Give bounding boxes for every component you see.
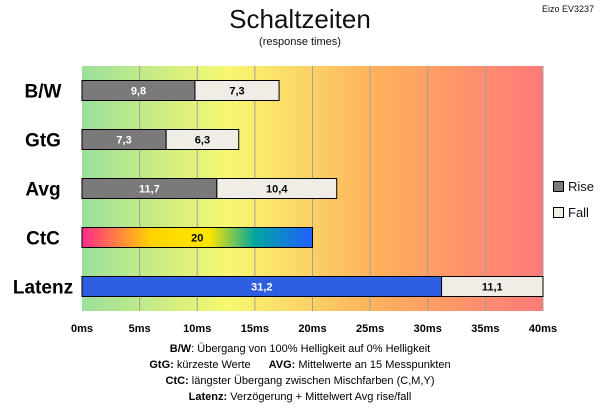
note-line-1: B/W: Übergang von 100% Helligkeit auf 0%… [0,341,600,357]
note-key-latenz: Latenz: [188,391,228,403]
category-label: Latenz [13,278,73,299]
note-key-gtg: GtG: [149,359,174,371]
note-text-bw: : Übergang von 100% Helligkeit auf 0% He… [191,343,431,355]
note-key-avg: AVG: [268,359,296,371]
legend-item-fall: Fall [553,205,589,220]
bars [81,80,544,297]
note-line-2: GtG: kürzeste Werte AVG: Mittelwerte an 1… [0,357,600,373]
bar-value-label: 20 [191,233,203,245]
bar-ctc [81,227,313,248]
note-text-latenz: Verzögerung + Mittelwert Avg rise/fall [227,391,412,403]
legend-swatch-rise [553,181,564,192]
x-tick-label: 15ms [241,323,269,335]
category-labels: B/W GtG Avg CtC Latenz [13,82,73,299]
bar-value-label: 11,7 [139,184,160,196]
note-key-ctc: CtC: [165,375,189,387]
x-tick-label: 40ms [529,323,557,335]
legend-label-rise: Rise [568,179,595,194]
bar-fall [165,129,240,150]
note-line-4: Latenz: Verzögerung + Mittelwert Avg ris… [0,389,600,405]
x-tick-label: 25ms [356,323,384,335]
model-label: Eizo EV3237 [541,4,594,14]
chart-notes: B/W: Übergang von 100% Helligkeit auf 0%… [0,341,600,405]
x-tick-label: 35ms [471,323,499,335]
x-axis-ticks: 0ms 5ms 10ms 15ms 20ms 25ms 30ms 35ms 40ms [71,323,557,335]
note-key-bw: B/W [169,343,192,355]
category-label: GtG [25,131,61,152]
bar-value-label: 10,4 [266,184,288,196]
chart-title: Schaltzeiten [229,4,371,34]
note-line-3: CtC: längster Übergang zwischen Mischfar… [0,373,600,389]
x-tick-label: 0ms [71,323,93,335]
bar-fall [194,80,280,101]
x-tick-label: 20ms [298,323,326,335]
bar-value-label: 11,1 [482,282,503,294]
bar-value-label: 7,3 [116,135,131,147]
chart-subtitle: (response times) [259,36,341,48]
bar-value-labels: 9,8 7,3 7,3 6,3 11,7 10,4 20 31,2 11,1 [116,86,502,294]
bar-value-label: 9,8 [131,86,146,98]
category-label: CtC [26,229,60,250]
note-text-avg: Mittelwerte an 15 Messpunkten [295,359,451,371]
legend-label-fall: Fall [568,205,589,220]
bar-value-label: 6,3 [195,135,210,147]
category-label: Avg [25,180,60,201]
note-text-gtg: kürzeste Werte [173,359,251,371]
x-tick-label: 30ms [414,323,442,335]
legend-item-rise: Rise [553,179,594,194]
note-text-ctc: längster Übergang zwischen Mischfarben (… [188,375,435,387]
bar-fall [441,276,544,297]
x-tick-label: 5ms [129,323,151,335]
bar-fall [216,178,338,199]
bar-value-label: 31,2 [251,282,272,294]
legend-swatch-fall [553,207,564,218]
x-tick-label: 10ms [183,323,211,335]
category-label: B/W [25,82,62,103]
bar-value-label: 7,3 [229,86,244,98]
